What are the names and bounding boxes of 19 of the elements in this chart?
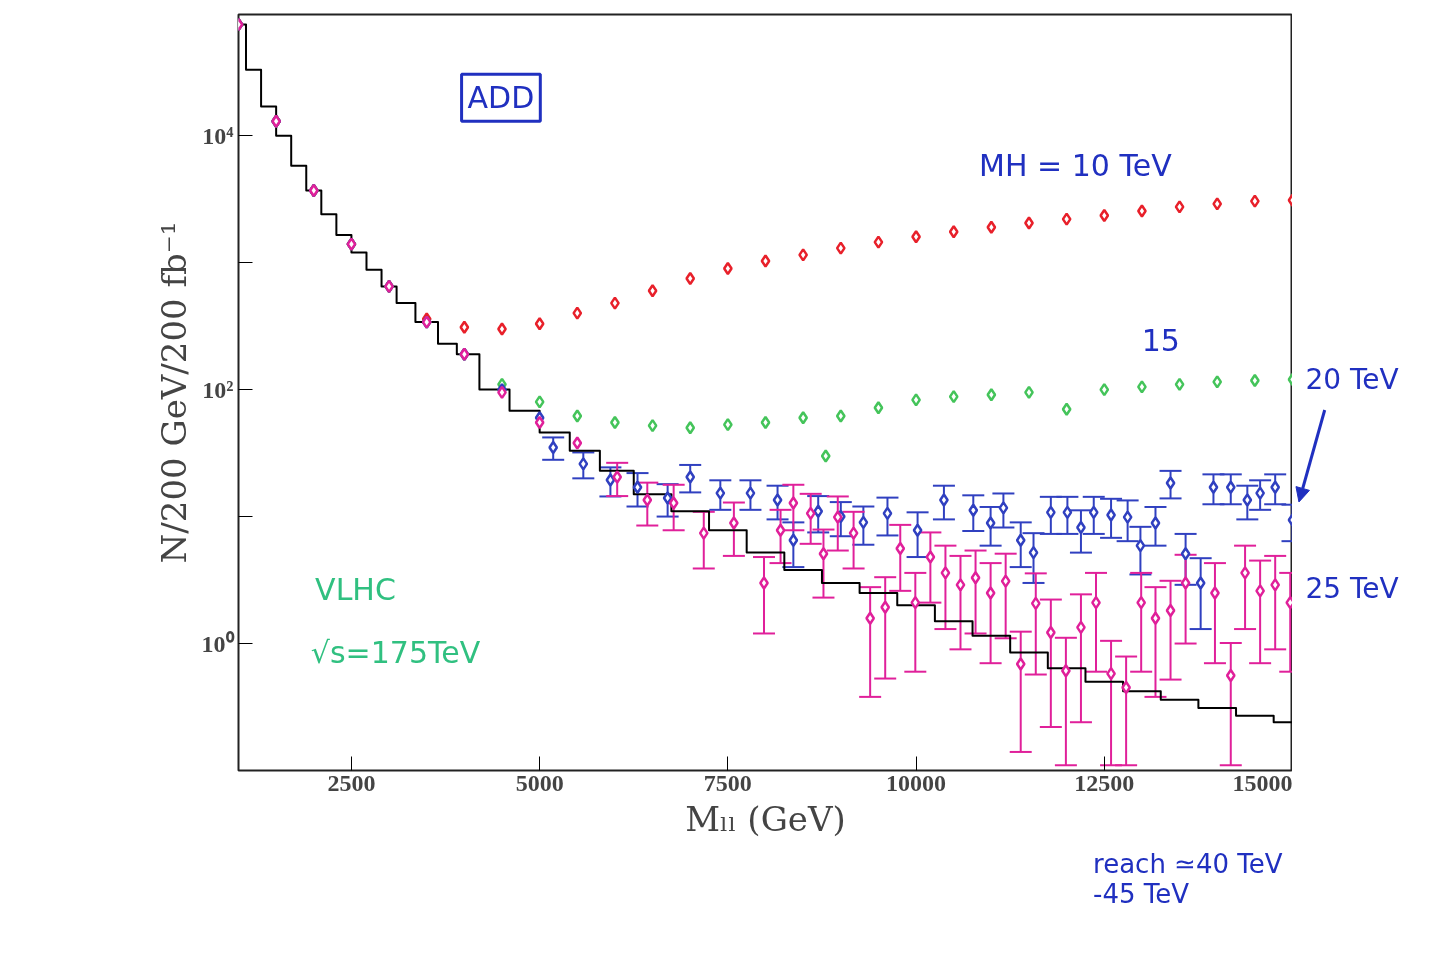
x-tick-label: 15000 [1232, 769, 1293, 796]
y-axis-title: N/200 GeV/200 fb⁻¹ [153, 221, 194, 564]
annotation: √s=175TeV [310, 635, 481, 671]
y-tick-label: 10² [202, 376, 234, 403]
x-tick-label: 7500 [703, 769, 752, 796]
x-tick-label: 5000 [515, 769, 564, 796]
y-tick-label: 10⁴ [202, 122, 234, 149]
y-tick-label: 10⁰ [201, 630, 235, 657]
x-axis-title: Mₗₗ (GeV) [685, 798, 846, 839]
text: reach ≃40 TeV -45 TeV [1093, 848, 1283, 909]
series-label: 25 TeV [1305, 572, 1399, 606]
x-tick-label: 10000 [886, 769, 947, 796]
annotation: VLHC [315, 571, 396, 607]
annotation: 15 [1141, 322, 1180, 358]
annotation: ADD [467, 80, 535, 116]
x-tick-label: 12500 [1074, 769, 1135, 796]
x-tick-label: 2500 [327, 769, 376, 796]
text: 20 TeV [1305, 363, 1399, 397]
annotation: MH = 10 TeV [979, 148, 1173, 184]
